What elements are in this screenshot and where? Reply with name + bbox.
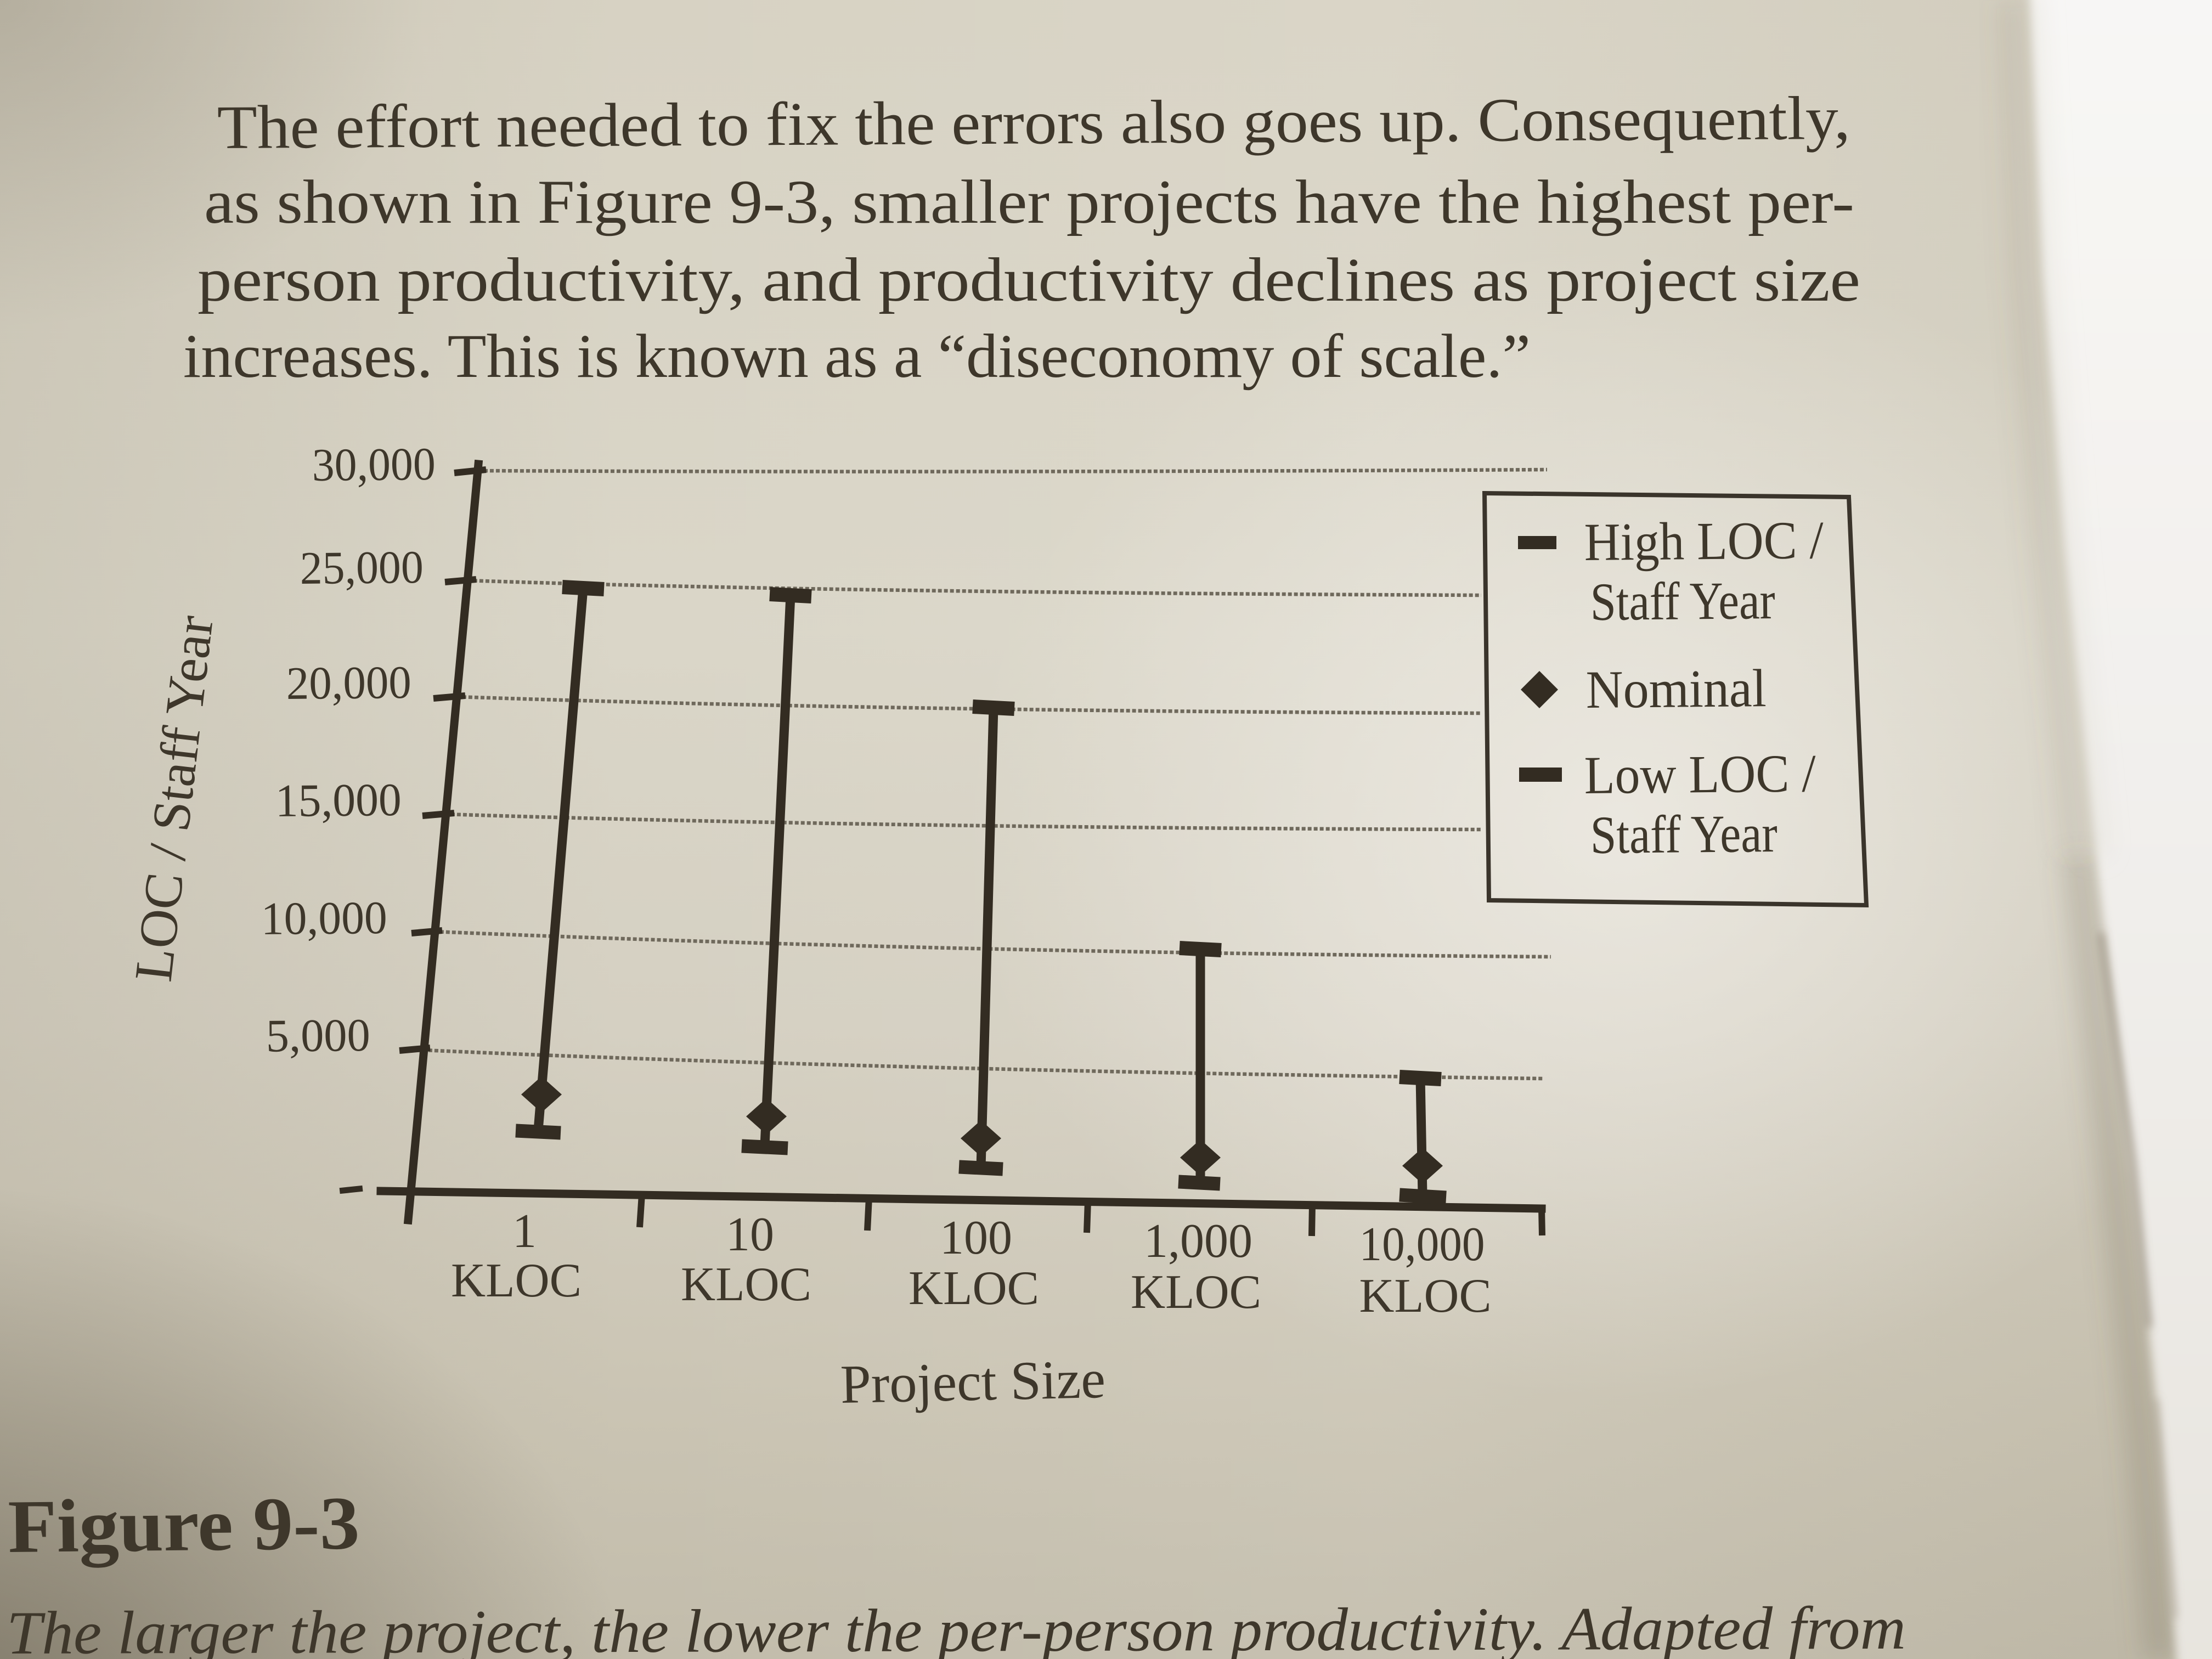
svg-text:KLOC: KLOC <box>451 1254 582 1307</box>
svg-text:15,000: 15,000 <box>275 774 402 827</box>
svg-text:increases. This is known as a: increases. This is known as a “diseconom… <box>183 322 1531 391</box>
svg-text:KLOC: KLOC <box>909 1262 1039 1315</box>
svg-text:KLOC: KLOC <box>1359 1269 1492 1323</box>
svg-text:KLOC: KLOC <box>681 1258 811 1311</box>
svg-text:100: 100 <box>940 1211 1012 1265</box>
svg-text:KLOC: KLOC <box>1131 1266 1261 1319</box>
svg-text:LOC / Staff Year: LOC / Staff Year <box>124 613 225 985</box>
svg-text:Figure 9-3: Figure 9-3 <box>8 1481 360 1568</box>
svg-text:5,000: 5,000 <box>266 1009 370 1062</box>
svg-text:High LOC /: High LOC / <box>1584 511 1824 572</box>
svg-text:Staff Year: Staff Year <box>1590 804 1778 865</box>
svg-text:as shown in Figure 9-3, smalle: as shown in Figure 9-3, smaller projects… <box>204 168 1854 236</box>
svg-text:30,000: 30,000 <box>312 438 436 491</box>
svg-text:25,000: 25,000 <box>300 541 424 594</box>
svg-text:person productivity, and produ: person productivity, and productivity de… <box>198 246 1860 314</box>
svg-text:The larger the project, the lo: The larger the project, the lower the pe… <box>7 1594 1906 1659</box>
svg-text:10: 10 <box>726 1208 774 1261</box>
svg-text:The effort needed to fix the e: The effort needed to fix the errors also… <box>217 84 1850 162</box>
svg-text:1: 1 <box>512 1205 537 1258</box>
svg-text:Low LOC /: Low LOC / <box>1584 744 1816 805</box>
svg-text:1,000: 1,000 <box>1144 1215 1252 1268</box>
svg-text:10,000: 10,000 <box>261 892 387 945</box>
svg-text:20,000: 20,000 <box>286 657 411 709</box>
svg-text:Staff Year: Staff Year <box>1590 571 1775 632</box>
svg-text:10,000: 10,000 <box>1359 1218 1485 1271</box>
svg-text:Nominal: Nominal <box>1585 659 1767 720</box>
svg-text:Project Size: Project Size <box>840 1348 1106 1415</box>
